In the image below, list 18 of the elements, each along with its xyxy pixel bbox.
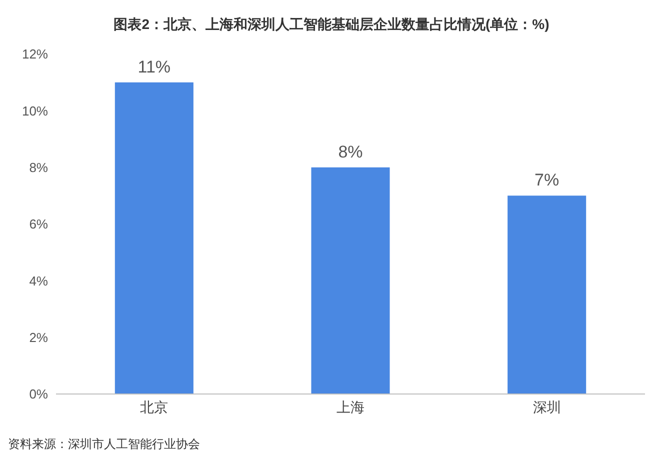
y-tick-label: 0% bbox=[29, 386, 48, 402]
x-tick-label: 上海 bbox=[336, 398, 364, 415]
x-tick-label: 深圳 bbox=[532, 398, 561, 415]
y-tick-label: 10% bbox=[22, 103, 48, 118]
y-tick-label: 8% bbox=[29, 160, 48, 175]
y-tick-label: 6% bbox=[29, 216, 48, 232]
y-tick-label: 12% bbox=[22, 46, 48, 62]
y-tick-label: 2% bbox=[29, 330, 48, 345]
data-label: 11% bbox=[138, 57, 171, 76]
text: 资料来源：深圳市人工智能行业协会 bbox=[8, 436, 200, 453]
x-tick-label: 北京 bbox=[140, 398, 168, 415]
y-tick-label: 4% bbox=[29, 273, 48, 288]
chart-title: 图表2：北京、上海和深圳人工智能基础层企业数量占比情况(单位：%) bbox=[112, 15, 550, 34]
data-label: 7% bbox=[534, 170, 560, 190]
bar bbox=[114, 82, 194, 394]
bar bbox=[311, 167, 390, 394]
bar bbox=[508, 196, 586, 394]
data-label: 8% bbox=[338, 142, 363, 162]
